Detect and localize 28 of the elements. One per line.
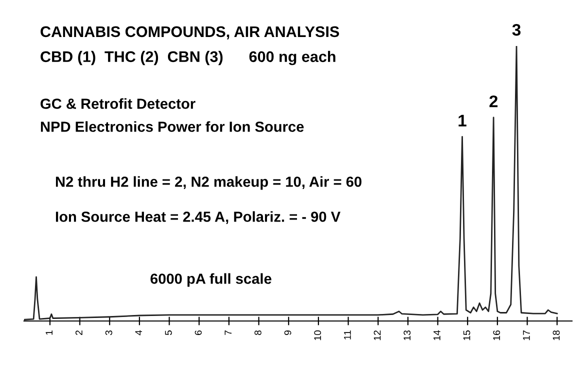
annotation: 6000 pA full scale: [150, 273, 272, 287]
x-tick-label: 13: [404, 330, 411, 340]
x-tick-label: 1: [46, 330, 52, 335]
x-tick-label: 14: [434, 330, 440, 340]
x-tick-label: 16: [493, 330, 500, 340]
x-tick-label: 7: [224, 330, 232, 335]
x-tick-label: 18: [552, 330, 560, 340]
x-tick-label: 9: [284, 330, 292, 335]
x-tick-label: 8: [254, 330, 262, 336]
x-tick-label: 5: [165, 330, 172, 336]
annotation: 1: [458, 114, 466, 126]
annotation: NPD Electronics Power for Ion Source: [40, 121, 304, 132]
x-tick-label: 17: [523, 330, 530, 340]
annotation: GC & Retrofit Detector: [40, 98, 196, 109]
x-tick-label: 11: [344, 330, 351, 340]
x-tick-label: 12: [374, 330, 381, 340]
annotation: Ion Source Heat = 2.45 A, Polariz. = - 90 V: [56, 211, 340, 224]
chart-subtitle: CBD (1) THC (2) CBN (3) 600 ng each: [40, 50, 336, 66]
annotation: N2 thru H2 line = 2, N2 makeup = 10, Air = 60: [56, 176, 362, 190]
annotation: 3: [512, 24, 521, 36]
x-tick-label: 3: [105, 330, 112, 336]
x-tick-label: 15: [463, 330, 470, 340]
annotation: 2: [489, 95, 498, 108]
x-tick-label: 6: [194, 330, 202, 335]
x-tick-label: 10: [314, 330, 322, 340]
x-tick-label: 4: [135, 330, 142, 336]
x-tick-label: 2: [76, 330, 82, 335]
chart-title: CANNABIS COMPOUNDS, AIR ANALYSIS: [40, 26, 340, 40]
